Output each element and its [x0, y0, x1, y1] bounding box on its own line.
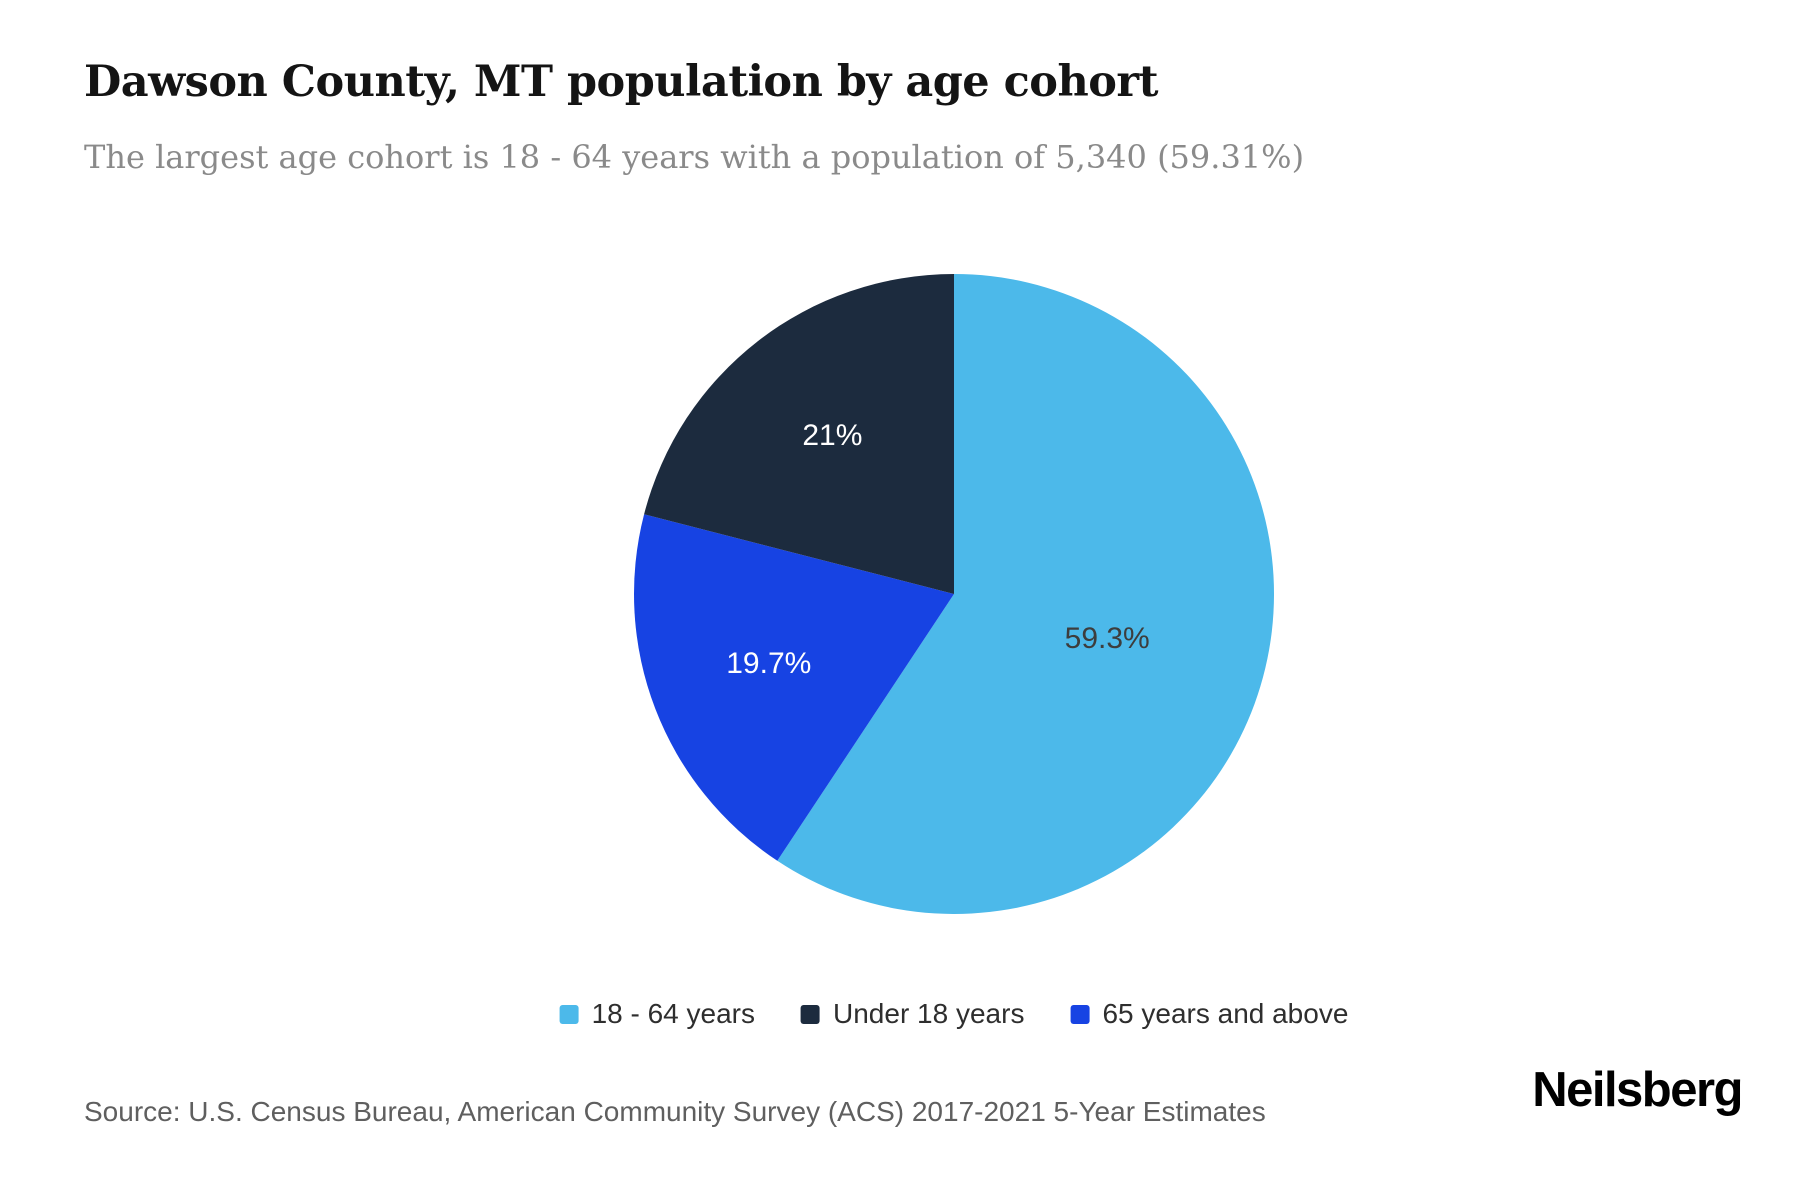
legend-swatch-2 — [1070, 1004, 1090, 1024]
pie-slice-2[interactable] — [644, 274, 954, 594]
legend-label-0: 18 - 64 years — [591, 998, 756, 1029]
slice-label-1: 19.7% — [726, 647, 811, 680]
pie-slice-1[interactable] — [633, 514, 954, 861]
pie-svg: 59.3% 19.7% 21% — [633, 274, 1275, 915]
legend-label-2: 65 years and above — [1102, 998, 1349, 1029]
pie-slice-0[interactable] — [777, 274, 1275, 915]
legend-item-1[interactable]: Under 18 years — [801, 998, 1024, 1030]
slice-label-0: 59.3% — [1065, 622, 1150, 655]
legend-swatch-1 — [801, 1004, 821, 1024]
brand-logo: Neilsberg — [1532, 1063, 1743, 1117]
legend-item-2[interactable]: 65 years and above — [1070, 998, 1348, 1030]
source-text: Source: U.S. Census Bureau, American Com… — [84, 1096, 1266, 1127]
page-subtitle: The largest age cohort is 18 - 64 years … — [84, 138, 1305, 176]
page-title: Dawson County, MT population by age coho… — [84, 57, 1158, 107]
legend-label-1: Under 18 years — [833, 998, 1025, 1029]
pie-chart: 59.3% 19.7% 21% — [624, 264, 1284, 924]
slice-label-2: 21% — [802, 419, 862, 452]
legend: 18 - 64 years Under 18 years 65 years and … — [559, 998, 1348, 1030]
legend-swatch-0 — [559, 1004, 579, 1024]
legend-item-0[interactable]: 18 - 64 years — [559, 998, 756, 1030]
